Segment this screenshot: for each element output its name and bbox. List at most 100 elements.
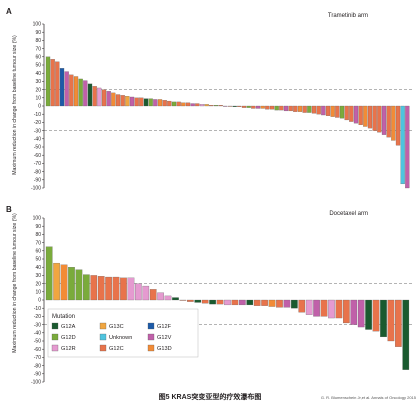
y-tick-label: -100	[31, 186, 41, 192]
bar-g13d	[260, 105, 265, 109]
y-tick-label: 0	[38, 298, 41, 304]
y-tick-label: 100	[33, 216, 42, 222]
bar-g12d	[339, 105, 345, 119]
y-tick-label: -10	[34, 112, 41, 118]
bar-g12c	[269, 105, 275, 110]
bar-g12c	[311, 105, 317, 114]
y-tick-label: -80	[34, 169, 41, 175]
bar-g12v	[350, 299, 358, 325]
bar-g12r	[142, 285, 150, 301]
y-tick-label: 40	[35, 265, 41, 271]
bar-g13c	[204, 104, 209, 107]
bar-g12c	[367, 105, 373, 129]
bar-g12c	[298, 299, 306, 313]
bar-g13d	[391, 105, 396, 141]
bar-g12d	[274, 105, 279, 111]
bar-g12d	[171, 101, 177, 107]
bar-g12c	[231, 299, 239, 306]
bar-g12c	[241, 105, 247, 108]
y-tick-label: -40	[34, 331, 41, 337]
bar-g12a	[246, 299, 254, 306]
bar-g12c	[335, 299, 343, 319]
bar-g12c	[112, 276, 120, 301]
y-tick-label: 60	[35, 55, 41, 61]
bar-g13c	[53, 262, 60, 301]
bar-g12d	[78, 78, 83, 107]
bar-g12c	[279, 105, 284, 111]
bar-g12v	[353, 105, 359, 124]
y-tick-label: -40	[34, 137, 41, 143]
bar-g12c	[187, 299, 194, 302]
bar-g12v	[321, 105, 326, 116]
bar-g13d	[330, 105, 335, 117]
bar-g12v	[83, 80, 88, 107]
bar-g13d	[60, 264, 68, 301]
legend-box	[47, 308, 199, 358]
bar-g12c	[395, 299, 402, 347]
bar-g12c	[349, 105, 354, 122]
y-tick-label: 10	[35, 96, 41, 102]
y-tick-label: 20	[35, 281, 41, 287]
bar-g12d	[83, 274, 90, 301]
bar-g12c	[120, 277, 127, 301]
bar-g12c	[386, 105, 391, 138]
bar-g12a	[143, 98, 149, 107]
bar-g12a	[365, 299, 372, 330]
legend: Mutation G12A G13C G12F G12D Unknown G12V G12R…	[47, 308, 199, 358]
bar-g12c	[195, 103, 200, 107]
y-tick-label: 80	[35, 38, 41, 44]
bar-g12d	[213, 105, 219, 107]
y-tick-label: -50	[34, 145, 41, 151]
bar-g12c	[288, 105, 293, 112]
bar-g12v	[64, 71, 69, 107]
bar-g12c	[377, 105, 382, 133]
bar-g12c	[216, 299, 224, 305]
y-ticks-trametinib: 1009080706050403020100-10-20-30-40-50-60…	[31, 22, 44, 192]
bar-g12v	[239, 299, 246, 306]
bar-g12v	[283, 105, 289, 112]
bar-g12d	[45, 56, 51, 107]
y-tick-label: 0	[38, 104, 41, 110]
bar-g12c	[105, 276, 112, 301]
legend-label-g13c: G13C	[109, 324, 124, 330]
bar-g12c	[344, 105, 349, 121]
bar-g12c	[325, 105, 331, 116]
bar-g12v	[153, 99, 158, 107]
bar-g12d	[307, 105, 312, 113]
bar-g12a	[232, 105, 237, 107]
bar-g12v	[223, 105, 228, 107]
y-tick-label: -30	[34, 322, 41, 328]
bar-g12r	[164, 295, 172, 301]
bar-g12r	[127, 277, 135, 301]
bar-g12c	[320, 299, 328, 317]
bar-g12a	[291, 299, 298, 309]
bars-docetaxel	[45, 246, 410, 370]
bar-g12r	[97, 87, 102, 107]
bar-g12a	[194, 299, 202, 303]
y-tick-label: -70	[34, 161, 41, 167]
legend-label-g13d: G13D	[157, 346, 172, 352]
bar-g12v	[357, 299, 365, 328]
bar-g12r	[199, 104, 205, 107]
y-tick-label: 70	[35, 46, 41, 52]
bar-g12r	[305, 299, 313, 315]
y-tick-label: 100	[33, 22, 42, 28]
bar-g12c	[335, 105, 340, 118]
bar-g12c	[237, 105, 242, 107]
bar-g12f	[59, 68, 65, 107]
bar-g12c	[209, 105, 214, 107]
figure-source: G. R. Blumenschein Jr,et al. Annals of O…	[320, 395, 416, 400]
legend-title: Mutation	[52, 314, 75, 320]
y-tick-label: -20	[34, 120, 41, 126]
bar-g13d	[297, 105, 303, 112]
bar-g12d	[75, 269, 83, 301]
y-tick-label: 60	[35, 249, 41, 255]
bar-g12v	[129, 96, 135, 107]
bar-g12c	[265, 105, 270, 110]
y-tick-label: 50	[35, 257, 41, 263]
bar-g12c	[50, 59, 55, 107]
bar-g12c	[201, 299, 209, 304]
bar-g12v	[381, 105, 387, 135]
y-tick-label: 70	[35, 240, 41, 246]
